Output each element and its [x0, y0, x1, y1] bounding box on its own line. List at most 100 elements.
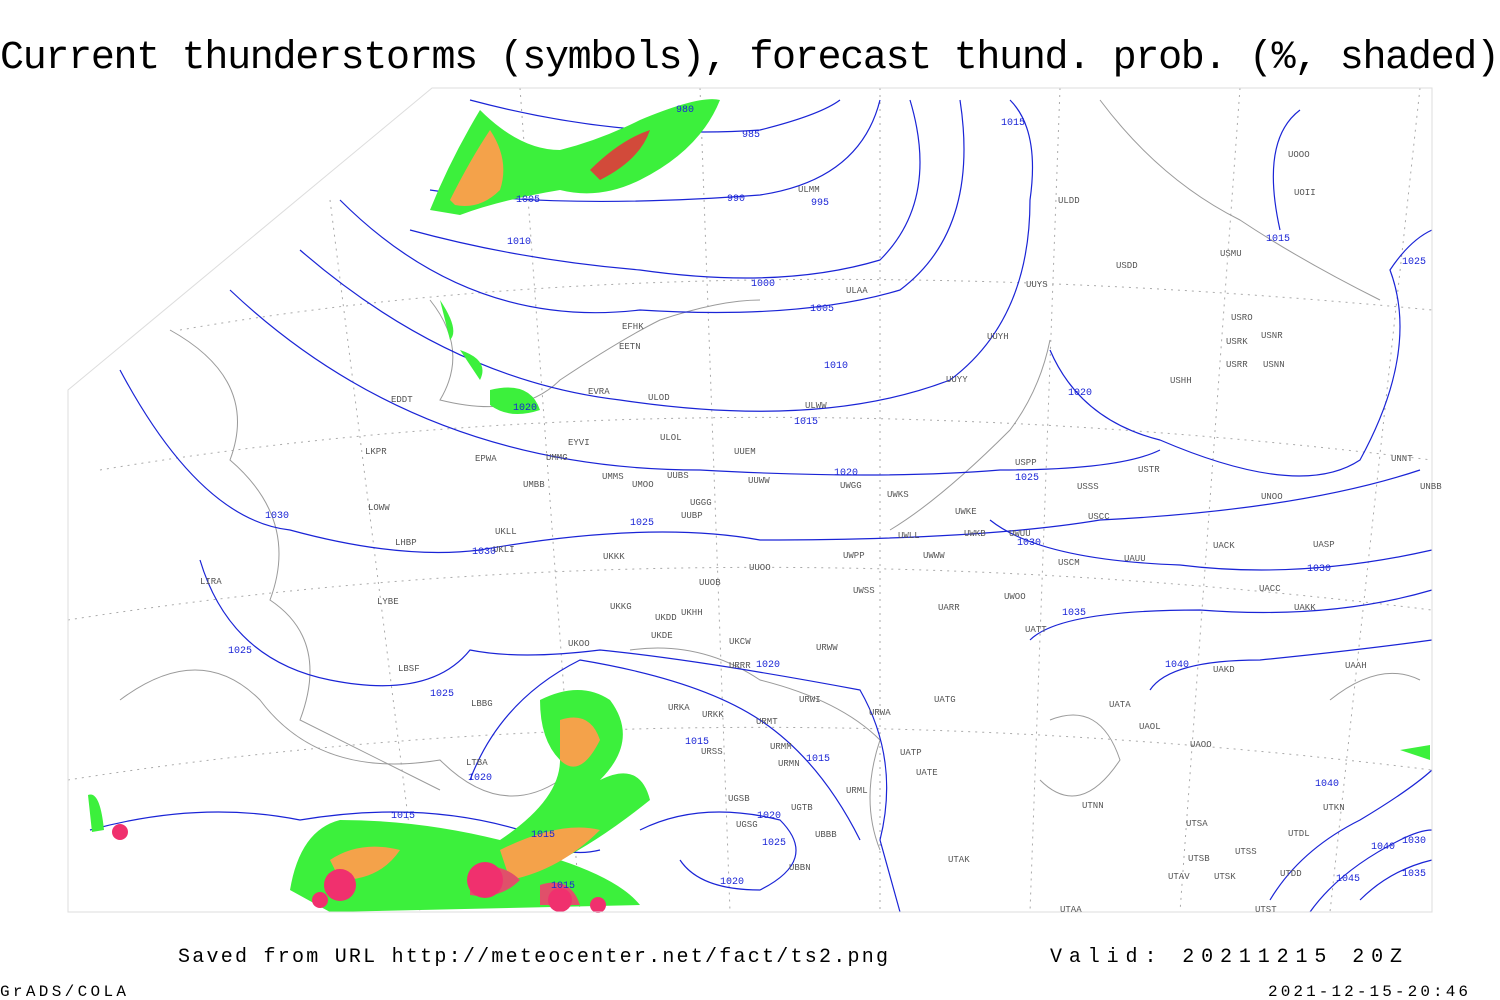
station-code: UASP: [1313, 540, 1335, 550]
station-code: UTSB: [1188, 854, 1210, 864]
station-code: UKDE: [651, 631, 673, 641]
isobar-value: 1030: [1017, 538, 1041, 549]
station-code: UUBP: [681, 511, 703, 521]
isobar-value: 1015: [1001, 118, 1025, 129]
isobar-value: 1025: [762, 838, 786, 849]
station-code: LHBP: [395, 538, 417, 548]
isobar-value: 1025: [630, 518, 654, 529]
station-code: UTNN: [1082, 801, 1104, 811]
station-code: LIRA: [200, 577, 222, 587]
station-code: ULOD: [648, 393, 670, 403]
station-code: UUBS: [667, 471, 689, 481]
station-code: UUYS: [1026, 280, 1048, 290]
station-code: UTDD: [1280, 869, 1302, 879]
station-code: UWOO: [1004, 592, 1026, 602]
map-frame: [67, 87, 1433, 913]
isobar-value: 1035: [1062, 608, 1086, 619]
station-code: UAAH: [1345, 661, 1367, 671]
station-code: URMM: [770, 742, 792, 752]
isobar-value: 1040: [1315, 779, 1339, 790]
station-code: UAOO: [1190, 740, 1212, 750]
station-code: UTKN: [1323, 803, 1345, 813]
station-code: ULMM: [798, 185, 820, 195]
isobar-value: 1015: [806, 754, 830, 765]
isobar-value: 1010: [824, 361, 848, 372]
station-code: URRR: [729, 661, 751, 671]
station-code: UARR: [938, 603, 960, 613]
station-code: UWSS: [853, 586, 875, 596]
station-code: ULDD: [1058, 196, 1080, 206]
station-code: URMT: [756, 717, 778, 727]
station-code: UWGG: [840, 481, 862, 491]
station-code: UTDL: [1288, 829, 1310, 839]
station-code: URSS: [701, 747, 723, 757]
station-code: UWLL: [898, 531, 920, 541]
station-code: UGTB: [791, 803, 813, 813]
station-code: UUEM: [734, 447, 756, 457]
isobar-value: 1015: [794, 417, 818, 428]
isobar-value: 1015: [1266, 234, 1290, 245]
station-code: EETN: [619, 342, 641, 352]
isobar-value: 1010: [507, 237, 531, 248]
station-code: ULOL: [660, 433, 682, 443]
station-code: USMU: [1220, 249, 1242, 259]
station-code: UMOO: [632, 480, 654, 490]
station-code: LBBG: [471, 699, 493, 709]
isobar-value: 1045: [1336, 874, 1360, 885]
station-code: UTAV: [1168, 872, 1190, 882]
station-code: UKLI: [493, 545, 515, 555]
isobar-value: 1015: [531, 830, 555, 841]
thunderstorm-symbols: [112, 824, 606, 913]
station-code: LOWW: [368, 503, 390, 513]
isobar-value: 1025: [228, 646, 252, 657]
station-code: UNBB: [1420, 482, 1442, 492]
station-code: UBBB: [815, 830, 837, 840]
station-code: UWKB: [964, 529, 986, 539]
station-code: UTSA: [1186, 819, 1208, 829]
station-code: EPWA: [475, 454, 497, 464]
isobar-value: 1035: [1402, 869, 1426, 880]
station-code: UAKK: [1294, 603, 1316, 613]
isobar-value: 1040: [1165, 660, 1189, 671]
station-code: EVRA: [588, 387, 610, 397]
station-code: UKLL: [495, 527, 517, 537]
station-labels: ULMM ULDD UUYS ULAA USDD USMU USRO USRK USNR USRR…: [200, 150, 1442, 915]
station-code: UUYH: [987, 332, 1009, 342]
isobar-value: 1005: [516, 195, 540, 206]
station-code: UUYY: [946, 375, 968, 385]
station-code: UKKK: [603, 552, 625, 562]
station-code: URMN: [778, 759, 800, 769]
station-code: UKOO: [568, 639, 590, 649]
station-code: URWA: [869, 708, 891, 718]
station-code: UGSG: [736, 820, 758, 830]
isobar-labels: 980 985 990 995 1000 1005 1010 1015 1020 1025 1030…: [228, 105, 1426, 892]
station-code: UACC: [1259, 584, 1281, 594]
station-code: UWKE: [955, 507, 977, 517]
station-code: UMMS: [602, 472, 624, 482]
isobar-value: 1020: [720, 877, 744, 888]
station-code: UWKS: [887, 490, 909, 500]
isobar-value: 1020: [468, 773, 492, 784]
station-code: USNR: [1261, 331, 1283, 341]
station-code: UWUU: [1009, 529, 1031, 539]
station-code: LYBE: [377, 597, 399, 607]
probability-shading: [88, 99, 1430, 912]
map-title: Current thunderstorms (symbols), forecas…: [0, 36, 1500, 81]
isobar-value: 1025: [430, 689, 454, 700]
isobar-value: 1000: [751, 279, 775, 290]
isobar-value: 1030: [1307, 564, 1331, 575]
station-code: UGSB: [728, 794, 750, 804]
station-code: UAKD: [1213, 665, 1235, 675]
station-code: UATE: [916, 768, 938, 778]
station-code: LBSF: [398, 664, 420, 674]
isobar-value: 1020: [756, 660, 780, 671]
isobar-value: 1030: [265, 511, 289, 522]
station-code: USTR: [1138, 465, 1160, 475]
station-code: UTSK: [1214, 872, 1236, 882]
station-code: UWPP: [843, 551, 865, 561]
station-code: UGGG: [690, 498, 712, 508]
station-code: UUOO: [749, 563, 771, 573]
station-code: UOII: [1294, 188, 1316, 198]
isobar-value: 1030: [1402, 836, 1426, 847]
station-code: UATG: [934, 695, 956, 705]
